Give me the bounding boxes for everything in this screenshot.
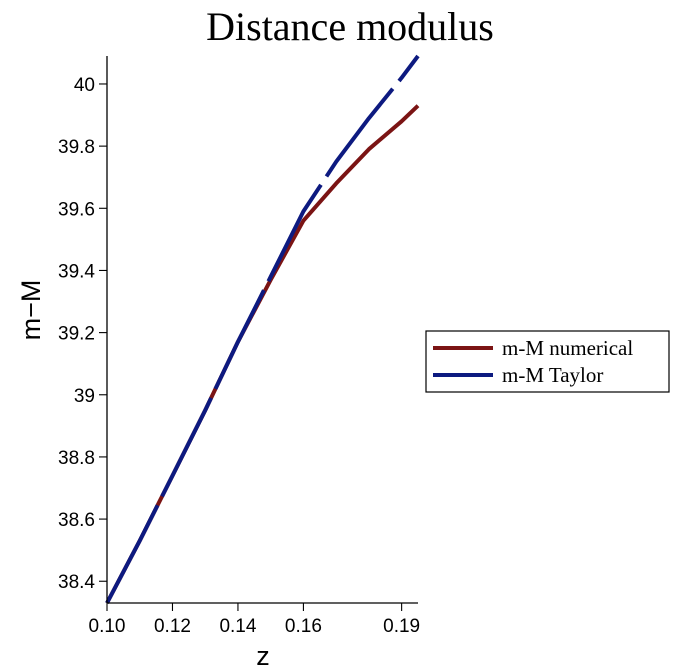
y-tick-label: 38.4 <box>58 572 95 593</box>
x-axis-ticks: 0.10 0.12 0.14 0.16 0.19 <box>89 603 421 637</box>
y-tick-label: 38.6 <box>58 510 95 531</box>
y-tick-label: 39.6 <box>58 199 95 220</box>
legend: m-M numerical m-M Taylor <box>426 331 669 392</box>
y-tick-label: 39 <box>74 386 95 407</box>
y-tick-label: 38.8 <box>58 448 95 469</box>
legend-label: m-M numerical <box>502 336 633 360</box>
y-axis-ticks: 38.4 38.6 38.8 39 39.2 39.4 39.6 39.8 40 <box>58 75 107 593</box>
plot-area <box>107 56 418 603</box>
x-tick-label: 0.12 <box>154 616 191 637</box>
x-tick-label: 0.14 <box>219 616 256 637</box>
y-tick-label: 39.8 <box>58 137 95 158</box>
x-tick-label: 0.10 <box>89 616 126 637</box>
y-axis-label: m−M <box>16 280 46 341</box>
x-axis-label: z <box>256 641 270 671</box>
chart-title: Distance modulus <box>206 4 494 49</box>
series-line <box>107 56 418 603</box>
series-line <box>107 106 418 603</box>
x-tick-label: 0.16 <box>285 616 322 637</box>
y-tick-label: 39.2 <box>58 324 95 345</box>
y-tick-label: 39.4 <box>58 261 95 282</box>
legend-label: m-M Taylor <box>502 363 603 387</box>
x-tick-label: 0.19 <box>383 616 420 637</box>
y-tick-label: 40 <box>74 75 95 96</box>
